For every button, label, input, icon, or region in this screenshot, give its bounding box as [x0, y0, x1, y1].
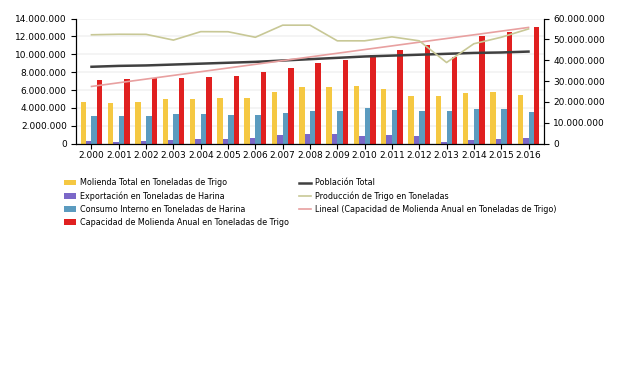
Bar [97, 80, 102, 144]
Bar [288, 68, 294, 144]
Bar [283, 113, 288, 144]
Bar [81, 102, 86, 144]
Bar [479, 36, 485, 144]
Bar [337, 111, 343, 144]
Bar [255, 115, 261, 144]
Bar [250, 138, 255, 144]
Bar [326, 87, 332, 144]
Bar [452, 57, 458, 144]
Bar [507, 32, 512, 144]
Bar [469, 140, 474, 144]
Bar [397, 50, 403, 144]
Bar [441, 142, 446, 144]
Bar [316, 63, 321, 144]
Bar [490, 92, 496, 144]
Bar [119, 116, 124, 144]
Bar [446, 111, 452, 144]
Bar [436, 96, 441, 144]
Bar [179, 78, 184, 144]
Bar [190, 99, 195, 144]
Bar [414, 136, 419, 144]
Bar [304, 134, 310, 144]
Bar [299, 87, 304, 144]
Bar [234, 76, 239, 144]
Bar [206, 76, 211, 144]
Bar [409, 96, 414, 144]
Bar [425, 45, 430, 144]
Bar [201, 114, 206, 144]
Bar [277, 135, 283, 144]
Bar [162, 99, 168, 144]
Bar [168, 140, 174, 144]
Bar [124, 79, 130, 144]
Bar [86, 141, 92, 144]
Bar [135, 102, 141, 144]
Bar [261, 72, 267, 144]
Bar [151, 78, 157, 144]
Bar [108, 102, 113, 144]
Bar [474, 109, 479, 144]
Bar [370, 55, 376, 144]
Bar [496, 139, 501, 144]
Bar [223, 139, 228, 144]
Bar [174, 114, 179, 144]
Bar [523, 138, 528, 144]
Bar [146, 116, 151, 144]
Bar [113, 142, 119, 144]
Bar [392, 110, 397, 144]
Bar [310, 111, 316, 144]
Bar [463, 93, 469, 144]
Bar [244, 98, 250, 144]
Bar [365, 108, 370, 144]
Bar [195, 139, 201, 144]
Bar [381, 88, 386, 144]
Bar [386, 135, 392, 144]
Bar [343, 60, 348, 144]
Bar [92, 116, 97, 144]
Bar [501, 109, 507, 144]
Bar [332, 134, 337, 144]
Bar [518, 95, 523, 144]
Bar [217, 98, 223, 144]
Bar [534, 27, 539, 144]
Bar [419, 111, 425, 144]
Legend: Molienda Total en Toneladas de Trigo, Exportación en Toneladas de Harina, Consum: Molienda Total en Toneladas de Trigo, Ex… [61, 175, 559, 230]
Bar [359, 136, 365, 144]
Bar [528, 112, 534, 144]
Bar [228, 115, 234, 144]
Bar [272, 92, 277, 144]
Bar [353, 86, 359, 144]
Bar [141, 141, 146, 144]
